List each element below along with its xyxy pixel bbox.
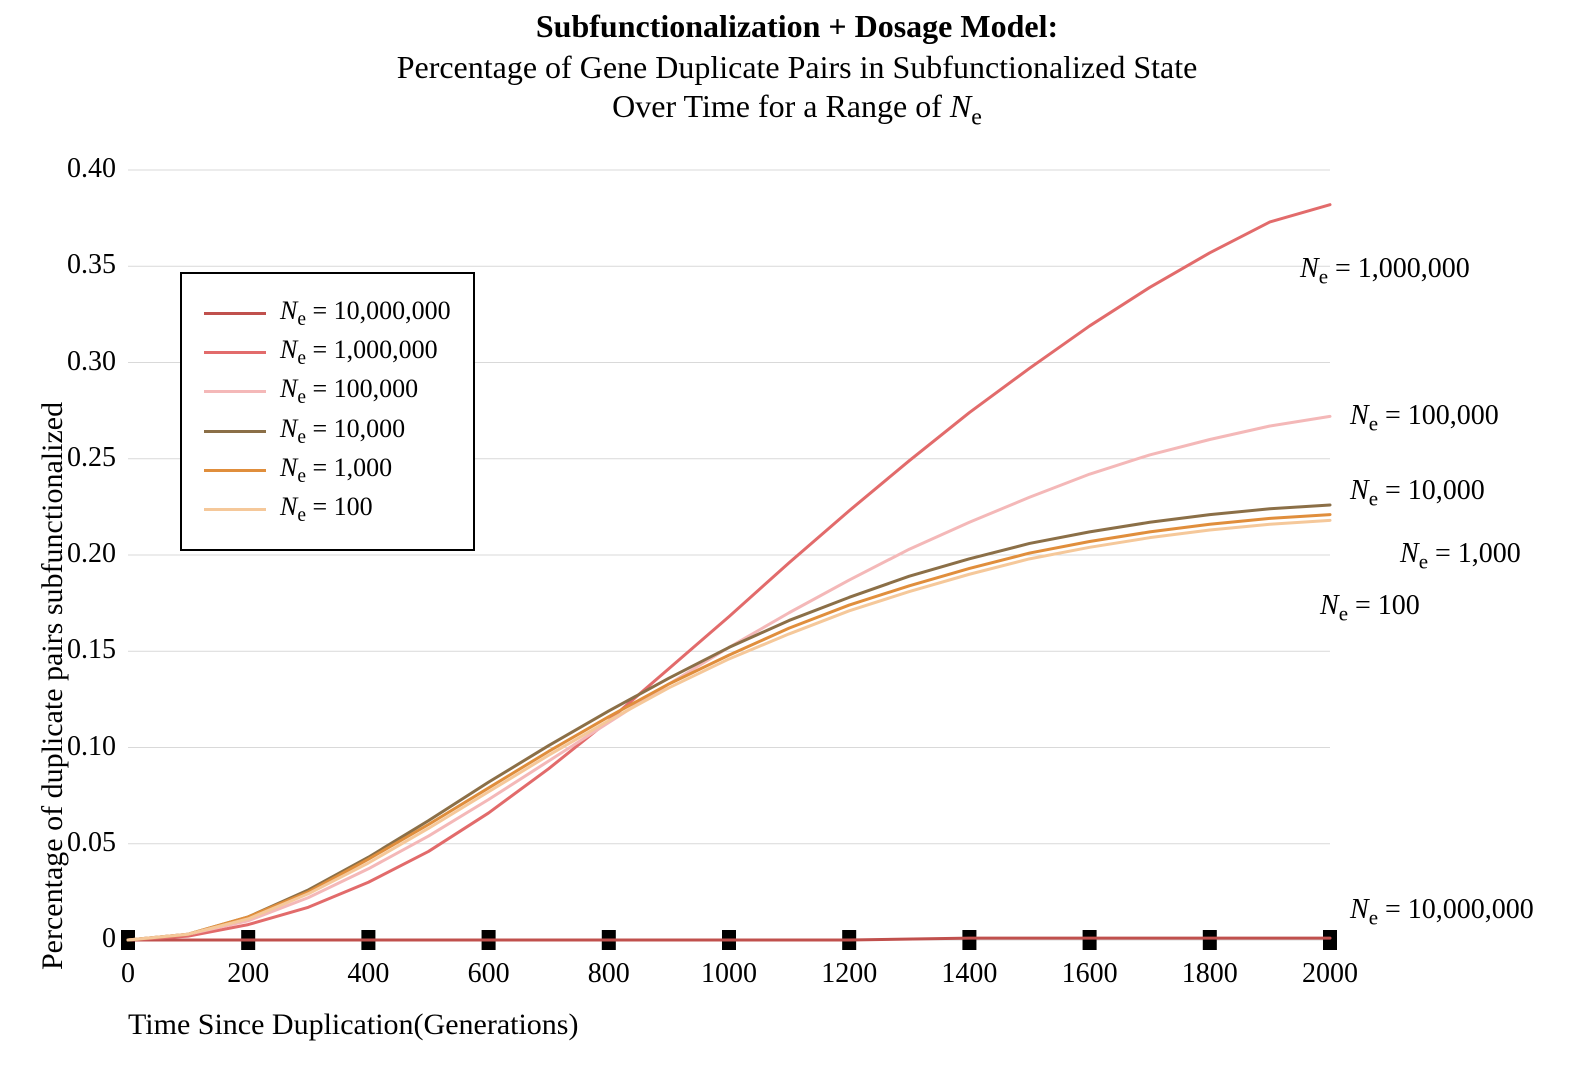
legend-label: Ne = 100,000: [280, 374, 418, 409]
series-end-label: Ne = 1,000: [1400, 538, 1521, 575]
y-tick-label: 0.35: [67, 249, 116, 281]
x-tick-label: 1000: [699, 958, 759, 990]
series-end-label: Ne = 100: [1320, 590, 1420, 627]
legend-swatch: [204, 469, 266, 472]
x-tick-label: 800: [579, 958, 639, 990]
legend-swatch: [204, 390, 266, 393]
y-tick-label: 0.40: [67, 153, 116, 185]
x-tick-label: 0: [98, 958, 158, 990]
x-tick-label: 200: [218, 958, 278, 990]
legend-swatch: [204, 430, 266, 433]
x-tick-label: 400: [338, 958, 398, 990]
legend-item: Ne = 1,000: [204, 453, 451, 488]
series-end-label: Ne = 100,000: [1350, 400, 1499, 437]
legend-label: Ne = 1,000,000: [280, 335, 438, 370]
x-tick-label: 1600: [1060, 958, 1120, 990]
y-tick-label: 0.30: [67, 346, 116, 378]
legend-item: Ne = 100: [204, 492, 451, 527]
legend-label: Ne = 10,000,000: [280, 296, 451, 331]
x-tick-label: 600: [459, 958, 519, 990]
series-end-label: Ne = 1,000,000: [1300, 253, 1470, 290]
y-tick-label: 0.05: [67, 827, 116, 859]
legend-item: Ne = 10,000,000: [204, 296, 451, 331]
y-axis-label: Percentage of duplicate pairs subfunctio…: [36, 402, 70, 970]
legend-swatch: [204, 351, 266, 354]
chart-container: Subfunctionalization + Dosage Model: Per…: [0, 0, 1594, 1070]
y-tick-label: 0: [102, 923, 116, 955]
x-tick-label: 1400: [939, 958, 999, 990]
x-axis-label: Time Since Duplication(Generations): [128, 1008, 578, 1042]
legend-label: Ne = 1,000: [280, 453, 392, 488]
x-tick-label: 1200: [819, 958, 879, 990]
legend-item: Ne = 1,000,000: [204, 335, 451, 370]
legend-swatch: [204, 508, 266, 511]
y-tick-label: 0.20: [67, 538, 116, 570]
series-end-label: Ne = 10,000: [1350, 475, 1485, 512]
series-end-label: Ne = 10,000,000: [1350, 894, 1534, 931]
legend-label: Ne = 100: [280, 492, 373, 527]
legend-item: Ne = 100,000: [204, 374, 451, 409]
y-tick-label: 0.10: [67, 731, 116, 763]
legend-label: Ne = 10,000: [280, 414, 405, 449]
legend-item: Ne = 10,000: [204, 414, 451, 449]
x-tick-label: 2000: [1300, 958, 1360, 990]
y-tick-label: 0.25: [67, 442, 116, 474]
x-tick-label: 1800: [1180, 958, 1240, 990]
legend-swatch: [204, 312, 266, 315]
y-tick-label: 0.15: [67, 634, 116, 666]
legend-box: Ne = 10,000,000 Ne = 1,000,000 Ne = 100,00…: [180, 272, 475, 551]
